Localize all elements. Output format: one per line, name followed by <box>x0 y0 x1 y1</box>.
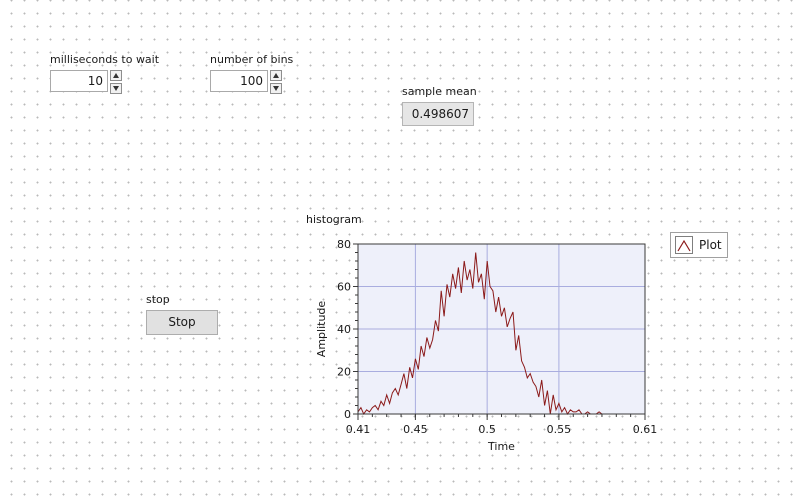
x-axis-label: Time <box>487 440 515 453</box>
ms-wait-increment-button[interactable] <box>110 70 122 81</box>
arrow-up-icon <box>273 73 279 78</box>
y-axis-label: Amplitude <box>315 301 328 358</box>
x-tick-label: 0.5 <box>478 423 496 436</box>
x-tick-label: 0.55 <box>547 423 572 436</box>
num-bins-decrement-button[interactable] <box>270 83 282 94</box>
histogram-label: histogram <box>306 213 362 226</box>
y-tick-label: 80 <box>337 238 351 251</box>
ms-wait-spinner <box>110 70 122 94</box>
y-tick-label: 40 <box>337 323 351 336</box>
x-tick-label: 0.45 <box>403 423 428 436</box>
plot-legend-label: Plot <box>699 238 722 252</box>
y-tick-label: 0 <box>344 408 351 421</box>
plot-legend[interactable]: Plot <box>670 232 728 258</box>
plot-legend-swatch <box>675 236 693 254</box>
arrow-down-icon <box>113 86 119 91</box>
line-plot-icon <box>677 239 691 252</box>
num-bins-increment-button[interactable] <box>270 70 282 81</box>
num-bins-spinner <box>270 70 282 94</box>
num-bins-label: number of bins <box>210 53 294 66</box>
x-tick-label: 0.41 <box>346 423 371 436</box>
sample-mean-indicator: 0.498607 <box>402 102 474 126</box>
arrow-up-icon <box>113 73 119 78</box>
y-tick-label: 20 <box>337 366 351 379</box>
stop-button[interactable]: Stop <box>146 310 218 335</box>
sample-mean-label: sample mean <box>402 85 477 98</box>
x-tick-label: 0.61 <box>633 423 658 436</box>
y-tick-label: 60 <box>337 281 351 294</box>
ms-wait-label: milliseconds to wait <box>50 53 160 66</box>
histogram-chart: 0 20 40 60 80 0.41 0.45 0.5 0.55 0.61 Time Amplitud… <box>315 238 658 453</box>
arrow-down-icon <box>273 86 279 91</box>
stop-label: stop <box>146 293 170 306</box>
ms-wait-decrement-button[interactable] <box>110 83 122 94</box>
num-bins-input[interactable]: 100 <box>210 70 268 92</box>
ms-wait-input[interactable]: 10 <box>50 70 108 92</box>
